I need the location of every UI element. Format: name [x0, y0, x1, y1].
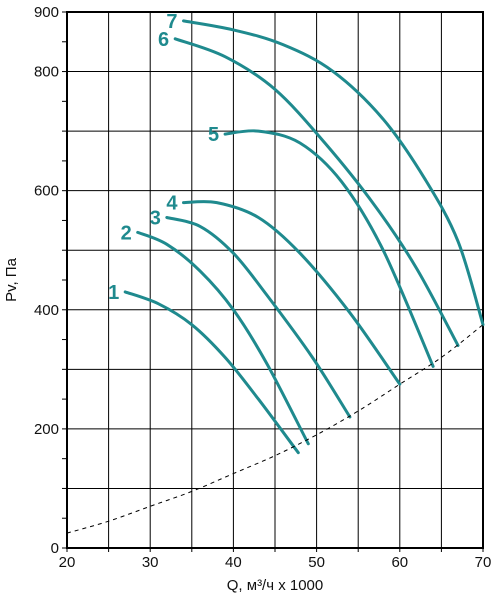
- x-axis-tick-labels: 20 30 40 50 60 70: [59, 554, 492, 571]
- system-curve-line: [66, 324, 484, 534]
- y-axis-label: Pv, Па: [3, 257, 20, 302]
- series-labels: 1 234 5 67: [108, 11, 219, 304]
- x-tick-label: 30: [142, 554, 159, 571]
- y-tick-label: 0: [51, 540, 59, 557]
- series-line-6: [173, 37, 460, 347]
- x-tick-label: 70: [475, 554, 492, 571]
- series-line-3: [165, 216, 352, 419]
- y-tick-label: 600: [34, 183, 59, 200]
- series-label-6: 6: [158, 29, 169, 51]
- series-line-4: [182, 200, 402, 386]
- x-tick-label: 60: [391, 554, 408, 571]
- series-label-3: 3: [150, 207, 161, 229]
- y-tick-label: 900: [34, 4, 59, 21]
- series: [66, 19, 485, 534]
- x-axis-label: Q, м³/ч x 1000: [227, 577, 324, 594]
- series-label-4: 4: [166, 193, 178, 215]
- series-line-7: [182, 19, 485, 327]
- series-line-1: [123, 290, 300, 455]
- series-label-2: 2: [121, 222, 132, 244]
- x-tick-label: 20: [59, 554, 76, 571]
- y-axis-tick-labels: 0 200 400 600 800 900: [34, 4, 59, 557]
- grid: [67, 12, 483, 548]
- y-tick-label: 200: [34, 421, 59, 438]
- x-tick-label: 40: [225, 554, 242, 571]
- y-tick-label: 400: [34, 302, 59, 319]
- y-tick-label: 800: [34, 64, 59, 81]
- series-line-2: [136, 230, 310, 446]
- series-label-5: 5: [208, 124, 219, 146]
- x-tick-label: 50: [308, 554, 325, 571]
- series-label-7: 7: [166, 11, 177, 33]
- series-line-5: [223, 129, 435, 368]
- series-label-1: 1: [108, 282, 119, 304]
- tick-marks: [62, 11, 484, 552]
